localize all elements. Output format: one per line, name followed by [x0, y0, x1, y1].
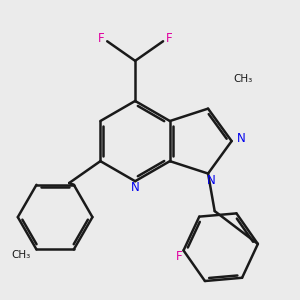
Text: CH₃: CH₃	[11, 250, 31, 260]
Text: F: F	[98, 32, 105, 45]
Text: N: N	[207, 175, 215, 188]
Text: F: F	[176, 250, 182, 263]
Text: N: N	[131, 181, 140, 194]
Text: F: F	[166, 32, 172, 45]
Text: CH₃: CH₃	[233, 74, 252, 85]
Text: N: N	[237, 132, 245, 145]
